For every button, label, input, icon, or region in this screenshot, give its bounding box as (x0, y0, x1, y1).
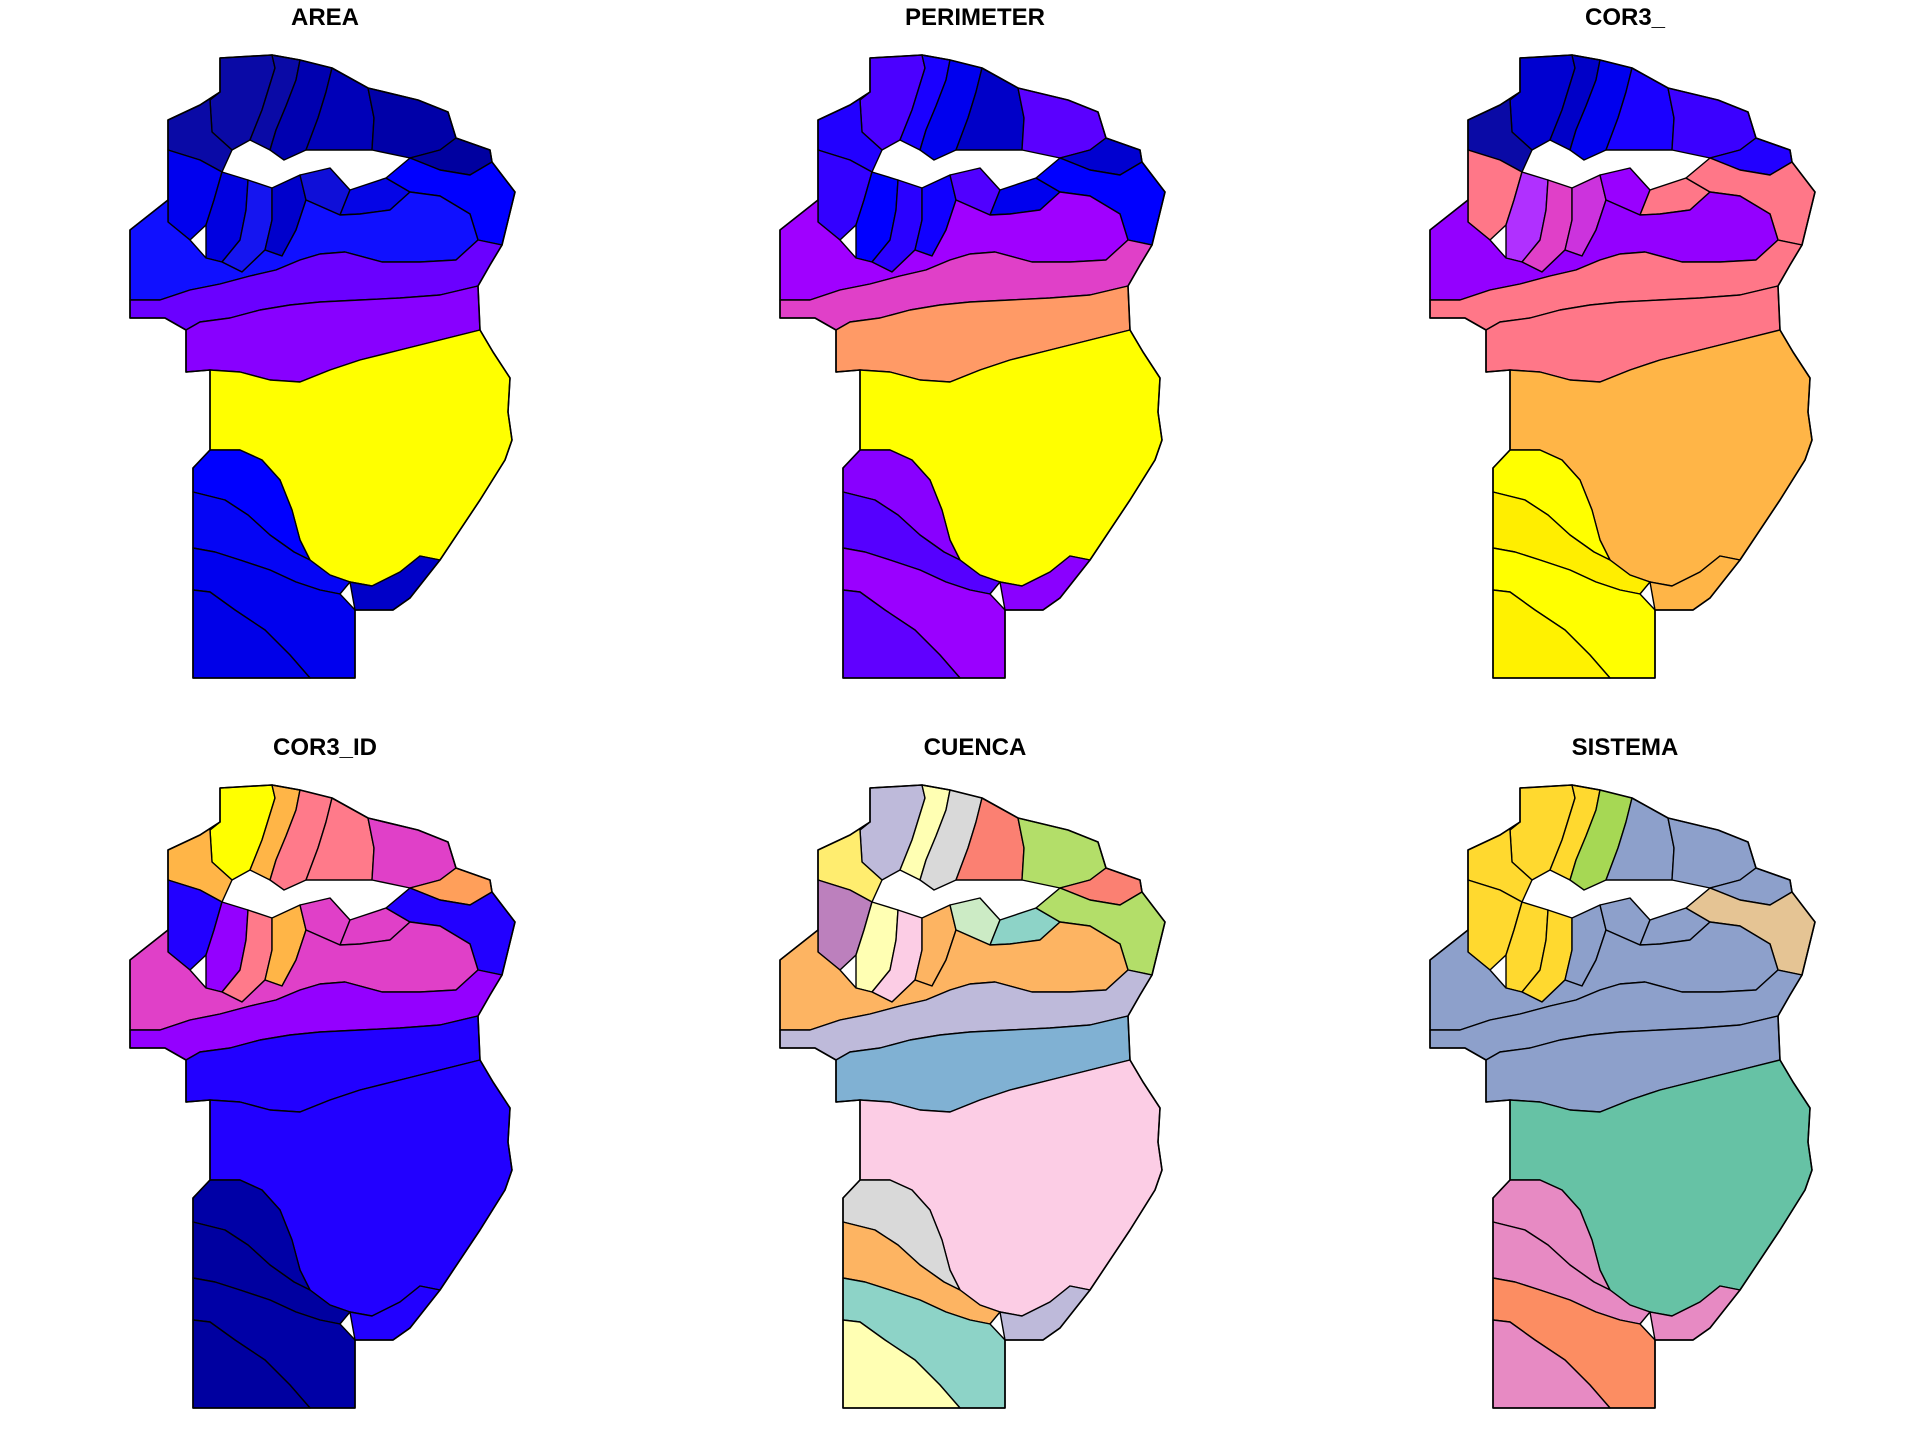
map-outline (779, 784, 1166, 1409)
map-panel-perimeter: PERIMETER (779, 4, 1166, 679)
map-regions (129, 54, 516, 679)
map-outline (1429, 54, 1816, 679)
map-panel-cor3: COR3_ (1429, 4, 1816, 679)
panel-title: CUENCA (924, 734, 1027, 761)
panel-title: COR3_ID (273, 734, 377, 761)
map-regions (779, 784, 1166, 1409)
map-panel-sistema: SISTEMA (1429, 734, 1816, 1409)
map-panel-area: AREA (129, 4, 516, 679)
map-outline (129, 784, 516, 1409)
map-regions (1429, 54, 1816, 679)
panel-title: PERIMETER (905, 4, 1045, 31)
map-outline (129, 54, 516, 679)
panel-title: COR3_ (1585, 4, 1666, 31)
map-panel-cuenca: CUENCA (779, 734, 1166, 1409)
map-outline (1429, 784, 1816, 1409)
map-regions (129, 784, 516, 1409)
map-panel-cor3-id: COR3_ID (129, 734, 516, 1409)
map-regions (1429, 784, 1816, 1409)
map-outline (779, 54, 1166, 679)
map-regions (779, 54, 1166, 679)
panel-title: AREA (291, 4, 359, 31)
panel-title: SISTEMA (1572, 734, 1679, 761)
